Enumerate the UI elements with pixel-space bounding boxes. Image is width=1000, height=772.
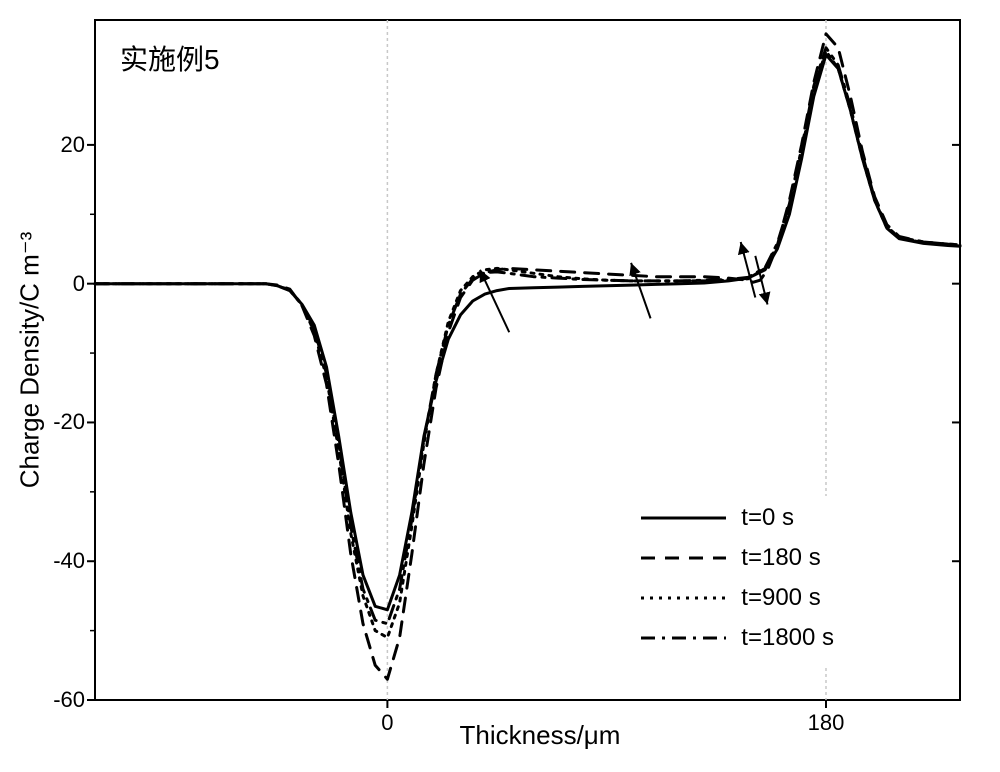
x-tick-label-0: 0 bbox=[381, 710, 393, 736]
legend-swatch-1 bbox=[641, 544, 731, 572]
legend-swatch-2 bbox=[641, 584, 731, 612]
legend-entry-0: t=0 s bbox=[641, 504, 794, 532]
arrow-1 bbox=[631, 263, 650, 319]
legend: t=0 s t=180 s t=900 s t=1800 s bbox=[631, 496, 861, 666]
y-tick-label-2: -20 bbox=[25, 409, 85, 435]
legend-label-0: t=0 s bbox=[741, 504, 794, 532]
legend-label-1: t=180 s bbox=[741, 544, 820, 572]
x-tick-label-1: 180 bbox=[808, 710, 845, 736]
y-tick-label-1: -40 bbox=[25, 548, 85, 574]
legend-label-2: t=900 s bbox=[741, 584, 820, 612]
arrow-3 bbox=[741, 242, 756, 298]
legend-swatch-0 bbox=[641, 504, 731, 532]
legend-entry-3: t=1800 s bbox=[641, 624, 834, 652]
legend-entry-1: t=180 s bbox=[641, 544, 820, 572]
chart: Charge Density/C m⁻³ Thickness/μm 实施例5 -… bbox=[0, 0, 1000, 772]
legend-label-3: t=1800 s bbox=[741, 624, 834, 652]
arrow-0 bbox=[480, 270, 509, 332]
y-tick-label-3: 0 bbox=[25, 271, 85, 297]
legend-entry-2: t=900 s bbox=[641, 584, 820, 612]
legend-swatch-3 bbox=[641, 624, 731, 652]
y-tick-label-0: -60 bbox=[25, 687, 85, 713]
y-tick-label-4: 20 bbox=[25, 132, 85, 158]
